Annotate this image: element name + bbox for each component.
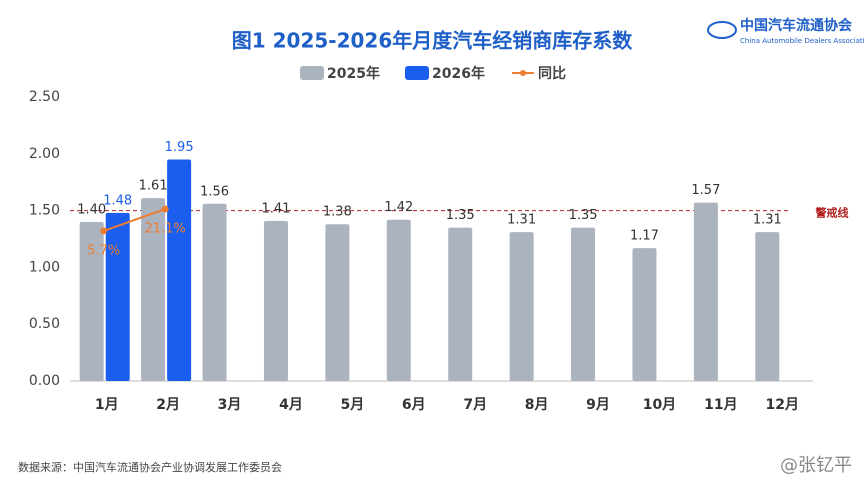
bar-value-label: 1.35 [446,208,475,223]
yoy-label: 5.7% [87,243,120,258]
x-tick-label: 6月 [402,397,426,413]
x-tick-label: 4月 [279,397,303,413]
x-tick-label: 2月 [156,397,180,413]
x-tick-label: 10月 [643,397,676,413]
bar-value-label: 1.41 [261,201,290,216]
bar-value-label: 1.95 [165,140,194,155]
y-tick-label: 2.50 [29,89,60,105]
x-tick-label: 5月 [341,397,365,413]
x-tick-label: 1月 [95,397,119,413]
bar-value-label: 1.31 [507,213,536,228]
bar [693,202,718,381]
bar [79,221,104,381]
bar [509,232,534,381]
bar-value-label: 1.57 [691,183,720,198]
x-tick-label: 11月 [704,397,737,413]
logo-icon [707,21,737,39]
bar-value-label: 1.56 [200,184,229,199]
legend-swatch [405,66,429,80]
bar [325,224,350,381]
x-tick-label: 8月 [525,397,549,413]
threshold-label: 警戒线 [815,206,849,220]
yoy-point [100,227,108,235]
bar-value-label: 1.40 [77,202,106,217]
y-tick-label: 2.00 [29,146,60,162]
yoy-label: 21.1% [144,222,185,237]
legend-label: 2026年 [432,65,485,82]
bar [141,198,166,381]
y-tick-label: 1.50 [29,203,60,219]
bar [202,203,227,381]
y-tick-label: 1.00 [29,259,60,275]
legend-marker [520,70,526,76]
x-tick-label: 3月 [218,397,242,413]
x-tick-label: 9月 [586,397,610,413]
x-tick-label: 12月 [766,397,799,413]
bar-value-label: 1.48 [103,193,132,208]
legend-label: 2025年 [327,65,380,82]
yoy-line [103,208,166,232]
logo-subtitle: China Automobile Dealers Association [740,37,864,45]
bar [105,212,130,381]
source: 数据来源：中国汽车流通协会产业协调发展工作委员会 [18,460,282,474]
bar-value-label: 1.31 [753,213,782,228]
bar [448,227,473,381]
bar-value-label: 1.35 [569,208,598,223]
logo-name: 中国汽车流通协会 [740,17,853,34]
bar [571,227,596,381]
watermark: @张钇平 [780,455,852,476]
x-tick-label: 7月 [463,397,487,413]
yoy-point [161,205,169,213]
bar [167,159,192,381]
bar-value-label: 1.42 [384,200,413,215]
bar [263,220,288,381]
legend-swatch [300,66,324,80]
bar [632,248,657,381]
bar [386,219,411,381]
legend-label: 同比 [538,65,566,82]
bar-value-label: 1.17 [630,229,659,244]
bar [755,232,780,381]
bar-value-label: 1.61 [139,179,168,194]
bar-value-label: 1.38 [323,205,352,220]
y-tick-label: 0.50 [29,316,60,332]
y-tick-label: 0.00 [29,373,60,389]
chart-title: 图1 2025-2026年月度汽车经销商库存系数 [232,29,634,53]
